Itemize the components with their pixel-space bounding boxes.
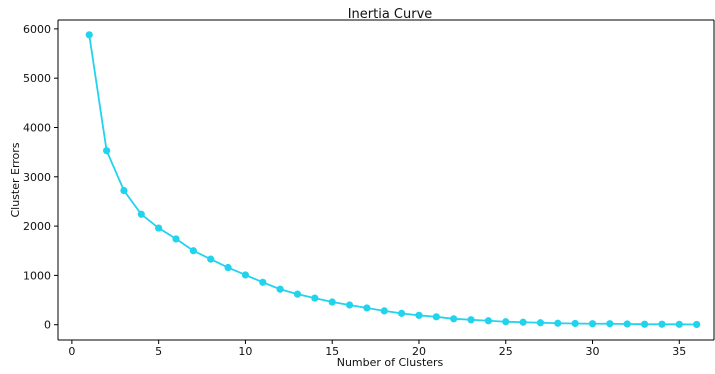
plot-area — [57, 19, 715, 341]
data-point — [536, 319, 545, 327]
data-point — [172, 235, 180, 243]
data-point — [658, 320, 666, 328]
data-point — [137, 210, 145, 218]
data-point — [588, 320, 597, 328]
x-axis-ticks: 0 5 10 15 20 25 30 35 — [68, 340, 686, 358]
data-point — [241, 271, 250, 279]
data-point — [467, 316, 475, 324]
y-axis-label: Cluster Errors — [9, 142, 22, 217]
x-axis-label: Number of Clusters — [337, 356, 444, 369]
data-point — [120, 187, 128, 195]
x-tick-label: 25 — [499, 345, 513, 358]
data-point — [450, 315, 458, 323]
data-point — [85, 31, 93, 39]
data-point — [380, 307, 388, 315]
data-point — [415, 311, 423, 319]
data-point — [623, 320, 631, 328]
data-point — [519, 318, 527, 326]
x-tick-label: 35 — [672, 345, 686, 358]
y-tick-label: 3000 — [23, 171, 51, 184]
data-point — [432, 313, 440, 321]
data-point — [224, 263, 232, 272]
data-point — [311, 294, 319, 302]
y-tick-label: 0 — [44, 319, 51, 332]
x-tick-label: 20 — [412, 345, 426, 358]
x-tick-label: 0 — [68, 345, 75, 358]
data-point — [276, 285, 284, 293]
y-tick-label: 2000 — [23, 220, 51, 233]
x-tick-label: 15 — [325, 345, 339, 358]
data-point — [502, 318, 510, 326]
data-point — [293, 290, 302, 298]
data-point — [675, 320, 683, 328]
chart-title: Inertia Curve — [348, 7, 433, 22]
data-point — [102, 147, 111, 155]
y-axis-ticks: 0 1000 2000 3000 4000 5000 6000 — [23, 23, 58, 332]
data-point — [398, 309, 406, 317]
x-tick-label: 5 — [155, 345, 162, 358]
data-point — [207, 255, 215, 263]
data-point — [345, 301, 354, 309]
data-point — [484, 317, 492, 325]
data-point — [328, 298, 336, 306]
data-point — [155, 224, 163, 232]
y-tick-label: 6000 — [23, 23, 51, 36]
data-point — [640, 320, 649, 328]
data-point — [363, 304, 371, 312]
data-point — [571, 319, 579, 328]
data-point — [259, 278, 267, 286]
series-line — [88, 34, 697, 326]
x-tick-label: 30 — [586, 345, 600, 358]
data-point — [554, 319, 562, 327]
y-tick-label: 1000 — [23, 269, 51, 282]
y-tick-label: 5000 — [23, 72, 51, 85]
series-layer — [85, 31, 701, 329]
x-tick-label: 10 — [238, 345, 252, 358]
data-point — [606, 320, 614, 328]
data-point — [189, 247, 197, 255]
y-tick-label: 4000 — [23, 121, 51, 134]
data-point — [693, 320, 701, 329]
